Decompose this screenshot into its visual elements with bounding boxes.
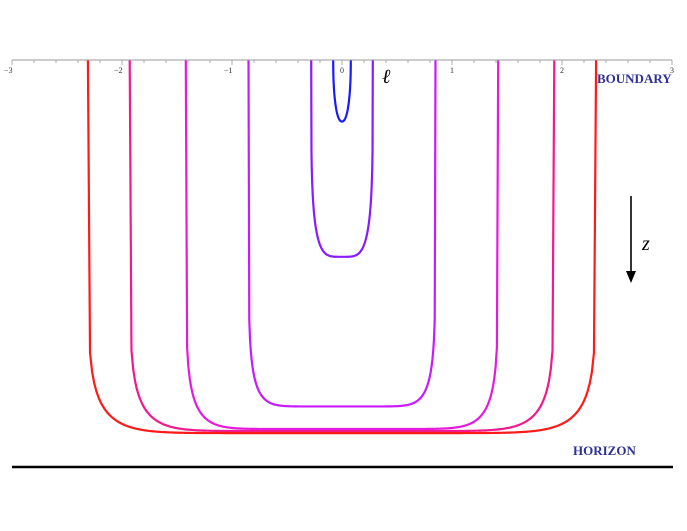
geodesic-curve-5 [128,59,556,433]
z-arrow [626,196,636,283]
z-label: z [641,233,650,255]
tick-label: −1 [224,66,233,75]
geodesic-curve-1 [332,59,352,123]
geodesic-curve-2 [310,59,374,258]
geodesic-curve-3 [247,59,437,408]
curves-layer [86,59,598,435]
tick-label: 3 [670,66,674,75]
tick-label: −3 [4,66,13,75]
boundary-axis: −3 −2 −1 0 1 2 3 [4,59,674,75]
geodesic-curve-4 [184,59,500,431]
tick-label: 1 [450,66,454,75]
tick-label: 0 [340,66,344,75]
geodesic-curve-6 [86,59,598,435]
boundary-label: BOUNDARY [597,71,672,86]
horizon-label: HORIZON [573,443,636,458]
tick-label: −2 [114,66,123,75]
tick-label: 2 [560,66,564,75]
ell-label: ℓ [382,66,391,88]
